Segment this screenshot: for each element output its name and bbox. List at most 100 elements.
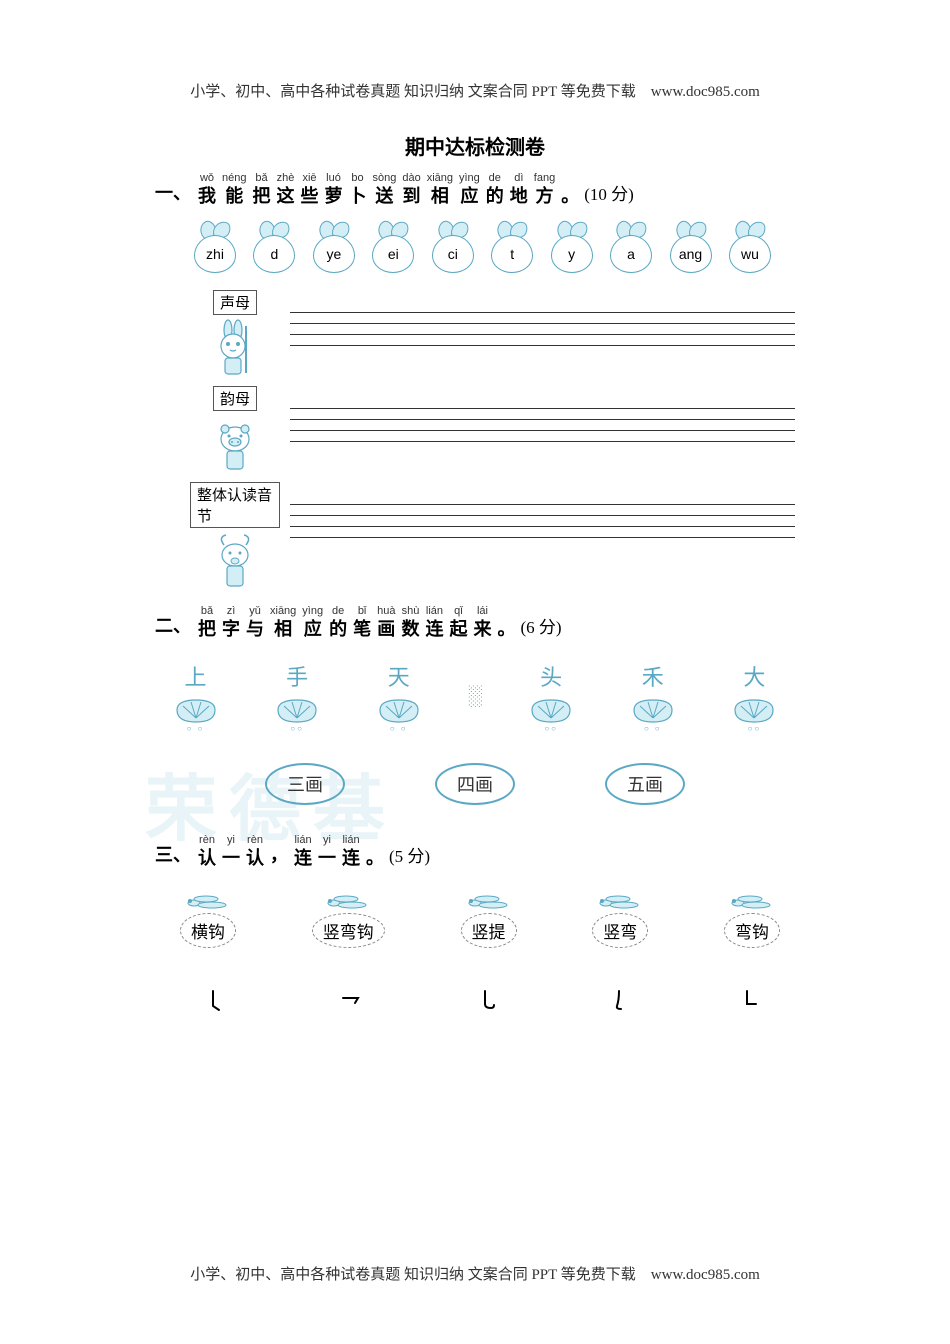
radish-item: ci bbox=[428, 225, 478, 275]
q2-header: 二、 bǎ把 zì字 yǔ与 xiāng相 yìng应 de的 bǐ笔 huà画 shù数 liá… bbox=[155, 601, 795, 638]
char-with-pinyin: zhè这 bbox=[276, 173, 294, 205]
shell-icon bbox=[374, 694, 424, 724]
char-with-pinyin: bo卜 bbox=[348, 173, 366, 205]
char-with-pinyin: wǒ我 bbox=[198, 173, 216, 205]
radish-row: zhidyeeicityaangwu bbox=[155, 215, 795, 290]
char-with-pinyin: de的 bbox=[486, 173, 504, 205]
char-with-pinyin: bǎ把 bbox=[252, 173, 270, 205]
q3-number: 三、 bbox=[155, 841, 191, 867]
radish-item: zhi bbox=[190, 225, 240, 275]
char-with-pinyin: yìng应 bbox=[302, 606, 323, 638]
dragonfly-icon bbox=[728, 889, 776, 911]
radish-item: ang bbox=[666, 225, 716, 275]
shell-item: 大 ○○ bbox=[722, 660, 787, 733]
char-with-pinyin: qǐ起 bbox=[449, 606, 467, 638]
q1-number: 一、 bbox=[155, 179, 191, 205]
pig-icon bbox=[208, 414, 263, 474]
answer-lines[interactable] bbox=[280, 386, 795, 442]
stroke-symbol-row bbox=[155, 968, 795, 1018]
char-with-pinyin: dào到 bbox=[402, 173, 420, 205]
char-with-pinyin: yi一 bbox=[318, 835, 336, 867]
char-with-pinyin: ， bbox=[270, 843, 288, 864]
answer-lines[interactable] bbox=[280, 290, 795, 346]
stroke-symbol bbox=[479, 988, 497, 1018]
shell-item: 禾 ○ ○ bbox=[620, 660, 685, 733]
stroke-name-item: 弯钩 bbox=[724, 889, 780, 948]
char-with-pinyin: luó萝 bbox=[324, 173, 342, 205]
shell-row: 上 ○ ○手 ○○天 ○ ○░头 ○○禾 ○ ○大 ○○ bbox=[155, 648, 795, 763]
char-with-pinyin: zì字 bbox=[222, 606, 240, 638]
radish-item: d bbox=[249, 225, 299, 275]
char-with-pinyin: néng能 bbox=[222, 173, 246, 205]
stroke-count-oval: 四画 bbox=[435, 763, 515, 805]
q2-points: (6 分) bbox=[520, 613, 561, 638]
char-with-pinyin: dì地 bbox=[510, 173, 528, 205]
char-with-pinyin: sòng送 bbox=[372, 173, 396, 205]
q3-points: (5 分) bbox=[389, 842, 430, 867]
page-footer: 小学、初中、高中各种试卷真题 知识归纳 文案合同 PPT 等免费下载 www.d… bbox=[0, 1263, 950, 1284]
char-with-pinyin: shù数 bbox=[401, 606, 419, 638]
category-row: 整体认读音节 bbox=[155, 482, 795, 591]
shell-icon bbox=[628, 694, 678, 724]
char-with-pinyin: lián连 bbox=[294, 835, 312, 867]
radish-item: t bbox=[487, 225, 537, 275]
radish-item: y bbox=[547, 225, 597, 275]
rabbit-icon bbox=[208, 318, 263, 378]
radish-item: a bbox=[606, 225, 656, 275]
shell-item: 头 ○○ bbox=[519, 660, 584, 733]
radish-item: ei bbox=[368, 225, 418, 275]
stroke-name-item: 横钩 bbox=[180, 889, 236, 948]
char-with-pinyin: xiāng相 bbox=[427, 173, 453, 205]
stroke-name-item: 竖提 bbox=[461, 889, 517, 948]
shell-icon bbox=[272, 694, 322, 724]
char-with-pinyin: lián连 bbox=[342, 835, 360, 867]
q1-points: (10 分) bbox=[584, 180, 634, 205]
dragonfly-icon bbox=[465, 889, 513, 911]
stroke-symbol bbox=[742, 988, 760, 1018]
radish-item: ye bbox=[309, 225, 359, 275]
category-label: 声母 bbox=[213, 290, 257, 315]
char-with-pinyin: lái来 bbox=[473, 606, 491, 638]
category-row: 韵母 bbox=[155, 386, 795, 474]
page-title: 期中达标检测卷 bbox=[155, 131, 795, 160]
category-row: 声母 bbox=[155, 290, 795, 378]
dragonfly-icon bbox=[596, 889, 644, 911]
char-with-pinyin: xiāng相 bbox=[270, 606, 296, 638]
category-label: 韵母 bbox=[213, 386, 257, 411]
stroke-count-oval: 五画 bbox=[605, 763, 685, 805]
shell-item: 天 ○ ○ bbox=[366, 660, 431, 733]
shell-icon bbox=[526, 694, 576, 724]
dragonfly-icon bbox=[324, 889, 372, 911]
page-header: 小学、初中、高中各种试卷真题 知识归纳 文案合同 PPT 等免费下载 www.d… bbox=[155, 80, 795, 101]
char-with-pinyin: rèn认 bbox=[246, 835, 264, 867]
q1-header: 一、 wǒ我 néng能 bǎ把 zhè这 xiē些 luó萝 bo卜 sòng送 dào到 xi… bbox=[155, 168, 795, 205]
char-with-pinyin: bǐ笔 bbox=[353, 606, 371, 638]
char-with-pinyin: lián连 bbox=[425, 606, 443, 638]
shell-item: 手 ○○ bbox=[265, 660, 330, 733]
q2-number: 二、 bbox=[155, 612, 191, 638]
stroke-name-item: 竖弯钩 bbox=[312, 889, 385, 948]
char-with-pinyin: rèn认 bbox=[198, 835, 216, 867]
answer-lines[interactable] bbox=[280, 482, 795, 538]
dragonfly-icon bbox=[184, 889, 232, 911]
goat-icon bbox=[208, 531, 263, 591]
char-with-pinyin: xiē些 bbox=[300, 173, 318, 205]
char-with-pinyin: de的 bbox=[329, 606, 347, 638]
q3-header: 三、 rèn认yi一rèn认，lián连yi一lián连 。 (5 分) bbox=[155, 830, 795, 867]
char-with-pinyin: yǔ与 bbox=[246, 606, 264, 638]
stroke-symbol bbox=[340, 988, 364, 1018]
stroke-name-item: 竖弯 bbox=[592, 889, 648, 948]
char-with-pinyin: yi一 bbox=[222, 835, 240, 867]
dragonfly-row: 横钩 竖弯钩 竖提 竖弯 弯钩 bbox=[155, 877, 795, 968]
char-with-pinyin: huà画 bbox=[377, 606, 395, 638]
stroke-symbol bbox=[205, 988, 225, 1018]
stroke-count-oval: 三画 bbox=[265, 763, 345, 805]
radish-item: wu bbox=[725, 225, 775, 275]
char-with-pinyin: fang方 bbox=[534, 173, 555, 205]
char-with-pinyin: bǎ把 bbox=[198, 606, 216, 638]
category-label: 整体认读音节 bbox=[190, 482, 280, 528]
shell-item: 上 ○ ○ bbox=[163, 660, 228, 733]
char-with-pinyin: yìng应 bbox=[459, 173, 480, 205]
stroke-symbol bbox=[611, 988, 627, 1018]
shell-icon bbox=[171, 694, 221, 724]
